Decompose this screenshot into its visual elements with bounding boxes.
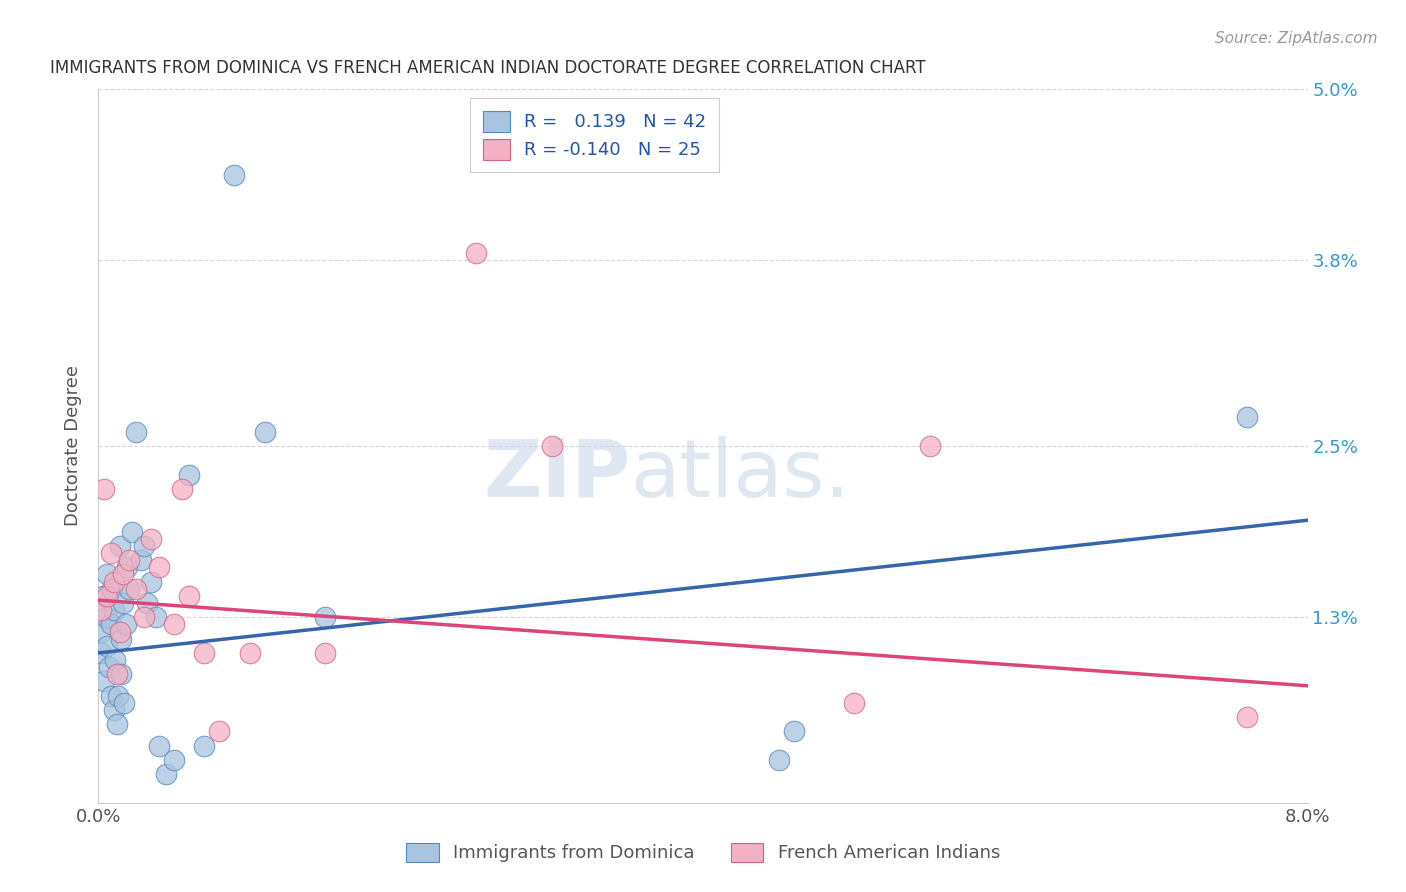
Point xyxy=(90,646,112,660)
Point xyxy=(141,532,163,546)
Point xyxy=(103,603,125,617)
Point xyxy=(129,553,152,567)
Point xyxy=(100,546,122,560)
Text: ZIP: ZIP xyxy=(484,435,630,514)
Point xyxy=(132,610,155,624)
Point xyxy=(844,696,866,710)
Point xyxy=(540,439,562,453)
Point xyxy=(111,596,134,610)
Point xyxy=(90,603,112,617)
Point xyxy=(148,739,170,753)
Point xyxy=(96,639,118,653)
Point xyxy=(101,582,124,596)
Point xyxy=(193,739,215,753)
Point xyxy=(108,624,131,639)
Point xyxy=(768,753,790,767)
Point xyxy=(179,589,201,603)
Point xyxy=(94,610,117,624)
Point xyxy=(253,425,276,439)
Point xyxy=(104,653,127,667)
Point xyxy=(103,703,125,717)
Text: Source: ZipAtlas.com: Source: ZipAtlas.com xyxy=(1215,31,1378,46)
Point xyxy=(110,667,132,681)
Point xyxy=(135,596,157,610)
Point xyxy=(141,574,163,589)
Point xyxy=(98,660,121,674)
Point xyxy=(1236,710,1258,724)
Point xyxy=(93,674,115,689)
Point xyxy=(107,689,129,703)
Point xyxy=(100,689,122,703)
Point xyxy=(105,667,128,681)
Point xyxy=(118,553,141,567)
Point xyxy=(115,560,138,574)
Point xyxy=(918,439,941,453)
Point xyxy=(314,610,336,624)
Point xyxy=(155,767,177,781)
Point xyxy=(110,632,132,646)
Point xyxy=(105,717,128,731)
Point xyxy=(170,482,193,496)
Point xyxy=(1236,410,1258,425)
Text: atlas.: atlas. xyxy=(630,435,851,514)
Point xyxy=(163,617,186,632)
Point xyxy=(91,589,114,603)
Point xyxy=(163,753,186,767)
Point xyxy=(111,567,134,582)
Point xyxy=(148,560,170,574)
Point xyxy=(314,646,336,660)
Point xyxy=(125,425,148,439)
Point xyxy=(103,574,125,589)
Point xyxy=(782,724,804,739)
Point xyxy=(121,524,143,539)
Point xyxy=(179,467,201,482)
Point xyxy=(112,696,135,710)
Point xyxy=(100,617,122,632)
Point xyxy=(114,617,136,632)
Point xyxy=(132,539,155,553)
Point xyxy=(208,724,231,739)
Point xyxy=(145,610,167,624)
Point xyxy=(90,624,112,639)
Point xyxy=(465,246,488,260)
Point xyxy=(193,646,215,660)
Legend: Immigrants from Dominica, French American Indians: Immigrants from Dominica, French America… xyxy=(399,836,1007,870)
Point xyxy=(118,582,141,596)
Text: IMMIGRANTS FROM DOMINICA VS FRENCH AMERICAN INDIAN DOCTORATE DEGREE CORRELATION : IMMIGRANTS FROM DOMINICA VS FRENCH AMERI… xyxy=(51,59,925,77)
Point xyxy=(125,582,148,596)
Point xyxy=(96,567,118,582)
Point xyxy=(96,589,118,603)
Point xyxy=(224,168,246,182)
Legend: R =   0.139   N = 42, R = -0.140   N = 25: R = 0.139 N = 42, R = -0.140 N = 25 xyxy=(470,98,718,172)
Y-axis label: Doctorate Degree: Doctorate Degree xyxy=(65,366,83,526)
Point xyxy=(239,646,262,660)
Point xyxy=(93,482,115,496)
Point xyxy=(108,539,131,553)
